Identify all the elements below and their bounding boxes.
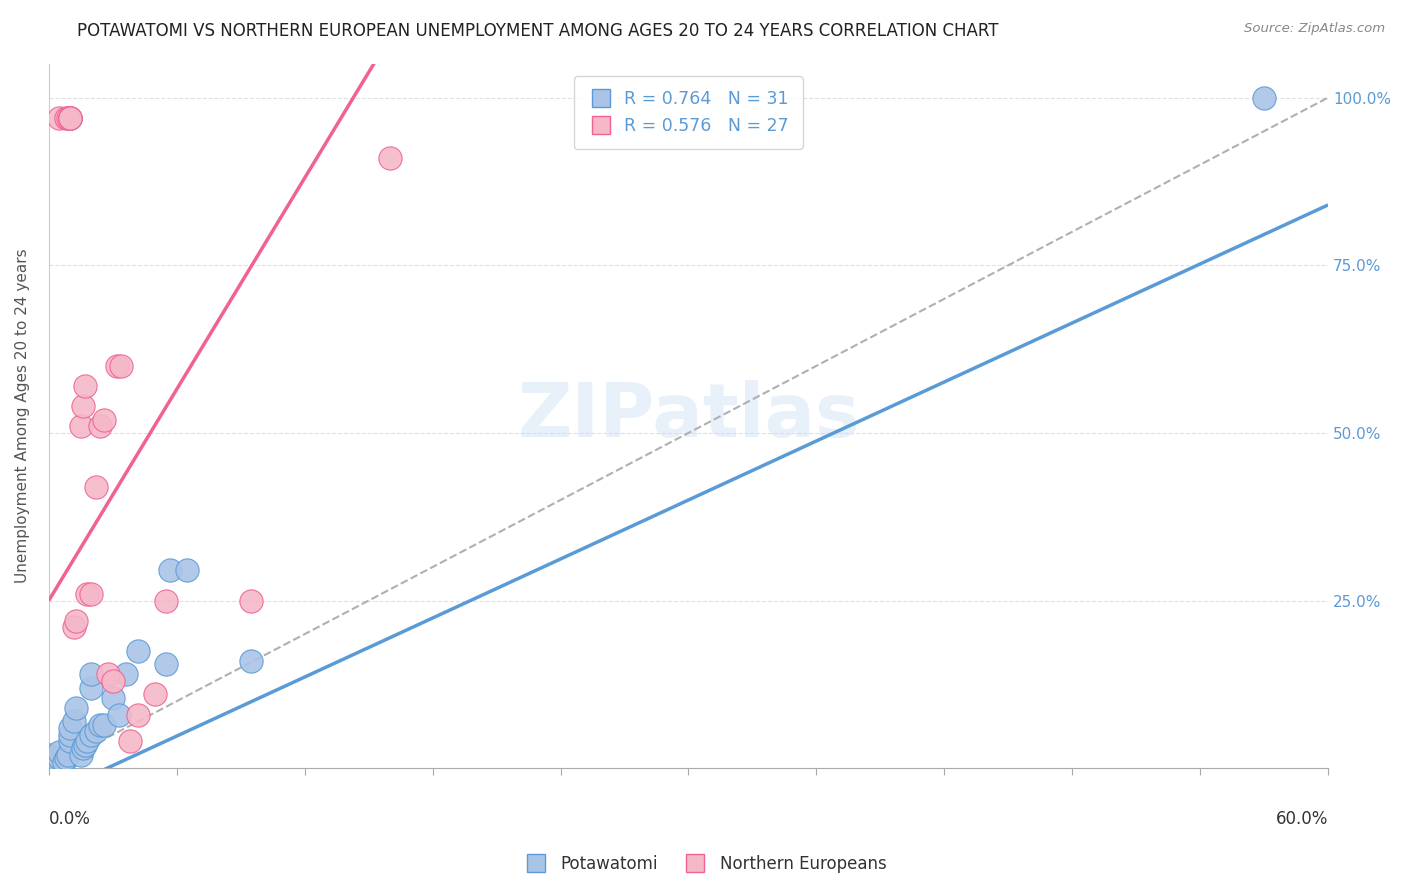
Point [378, 151, 401, 165]
Point [240, 593, 263, 607]
Point [101, 674, 124, 689]
Legend: R = 0.764   N = 31, R = 0.576   N = 27: R = 0.764 N = 31, R = 0.576 N = 27 [574, 76, 803, 149]
Point [155, 593, 177, 607]
Text: ZIPatlas: ZIPatlas [517, 380, 859, 452]
Point [80, 667, 103, 681]
Point [59, 728, 82, 742]
Point [110, 359, 132, 373]
Point [65, 701, 87, 715]
Point [80, 728, 103, 742]
Point [84, 480, 107, 494]
Point [48, 751, 70, 765]
Point [155, 657, 177, 672]
Point [76, 734, 98, 748]
Point [72, 741, 94, 756]
Point [105, 359, 128, 373]
Point [55, 111, 77, 125]
Point [240, 654, 263, 668]
Text: POTAWATOMI VS NORTHERN EUROPEAN UNEMPLOYMENT AMONG AGES 20 TO 24 YEARS CORRELATI: POTAWATOMI VS NORTHERN EUROPEAN UNEMPLOY… [77, 22, 998, 40]
Point [93, 717, 115, 731]
Point [72, 399, 94, 413]
Point [80, 681, 103, 695]
Point [59, 111, 82, 125]
Legend: Potawatomi, Northern Europeans: Potawatomi, Northern Europeans [513, 848, 893, 880]
Point [38, 747, 60, 762]
Point [127, 707, 149, 722]
Point [73, 738, 96, 752]
Point [56, 111, 79, 125]
Point [76, 587, 98, 601]
Point [63, 714, 86, 729]
Point [1253, 90, 1275, 104]
Point [73, 379, 96, 393]
Y-axis label: Unemployment Among Ages 20 to 24 years: Unemployment Among Ages 20 to 24 years [15, 249, 30, 583]
Text: 60.0%: 60.0% [1275, 810, 1329, 828]
Point [93, 412, 115, 426]
Point [59, 111, 82, 125]
Point [55, 751, 77, 765]
Point [59, 734, 82, 748]
Point [65, 614, 87, 628]
Point [159, 563, 181, 577]
Point [114, 667, 136, 681]
Point [145, 688, 167, 702]
Point [48, 111, 70, 125]
Point [89, 717, 111, 731]
Point [48, 744, 70, 758]
Point [63, 620, 86, 634]
Point [108, 707, 131, 722]
Point [52, 755, 75, 769]
Point [118, 734, 141, 748]
Point [48, 755, 70, 769]
Point [101, 690, 124, 705]
Point [89, 419, 111, 434]
Point [59, 721, 82, 735]
Point [97, 667, 120, 681]
Point [80, 587, 103, 601]
Point [69, 419, 91, 434]
Point [69, 747, 91, 762]
Point [127, 644, 149, 658]
Point [84, 724, 107, 739]
Point [59, 111, 82, 125]
Text: 0.0%: 0.0% [49, 810, 90, 828]
Point [56, 747, 79, 762]
Point [176, 563, 198, 577]
Text: Source: ZipAtlas.com: Source: ZipAtlas.com [1244, 22, 1385, 36]
Point [59, 111, 82, 125]
